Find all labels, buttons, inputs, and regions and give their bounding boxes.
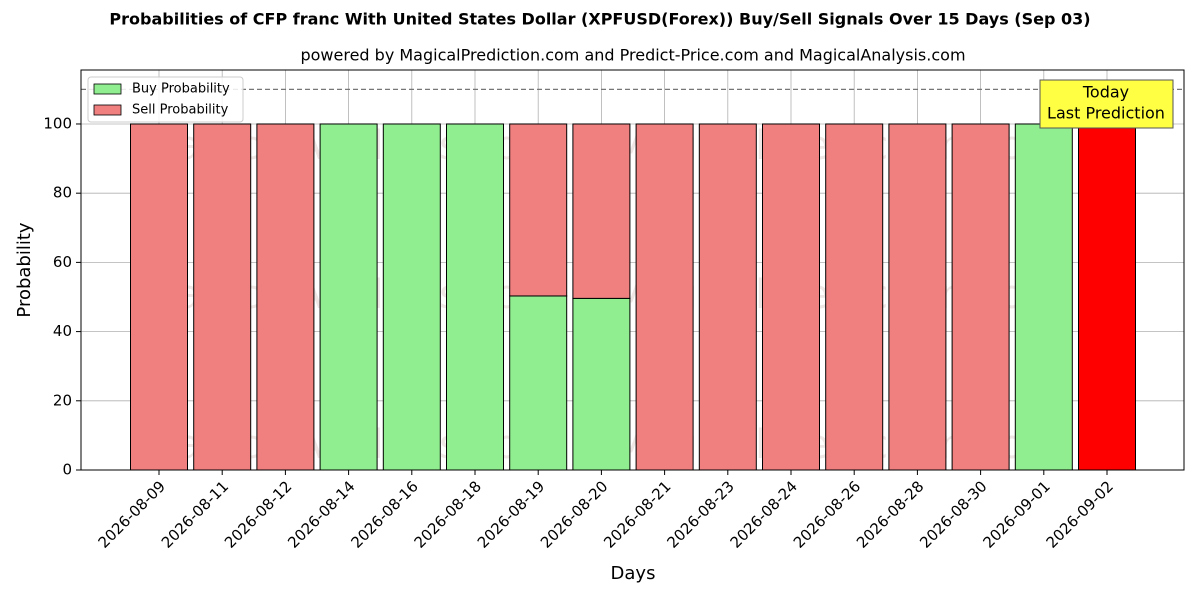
bar-segment [509,123,568,297]
y-axis-label: Probability [14,222,35,317]
legend-swatch [93,83,122,95]
bar-segment [951,123,1010,471]
bar-segment [762,123,820,471]
chart-title: Probabilities of CFP franc With United S… [109,10,1090,29]
legend-label: Sell Probability [132,103,229,118]
bar-segment [509,295,568,471]
annotation-text: Today [1082,83,1129,102]
y-tick-label: 100 [43,114,72,132]
bar-segment [193,123,252,471]
bar-segment [382,123,441,471]
bar-segment [319,123,378,471]
legend-box [87,76,244,123]
bar-segment [572,123,631,299]
y-tick-label: 80 [53,184,72,202]
bar-segment [888,123,947,471]
bar-segment [130,123,188,471]
y-tick-label: 40 [53,322,72,340]
annotation-text: Last Prediction [1047,104,1165,123]
bar-segment [1078,123,1136,471]
bar-segment [572,297,631,471]
legend-swatch [93,104,122,116]
legend-label: Buy Probability [132,82,230,97]
bar-segment [698,123,757,471]
annotation-box [1039,79,1174,129]
y-tick-label: 0 [62,461,72,479]
bar-segment [256,123,315,471]
y-tick-label: 60 [53,253,72,271]
plot-frame [80,69,1185,471]
bar-segment [1014,123,1073,471]
chart-subtitle: powered by MagicalPrediction.com and Pre… [300,46,965,65]
bar-segment [635,123,694,471]
x-axis-label: Days [611,563,656,584]
bar-segment [825,123,884,471]
bar-segment [446,123,504,471]
y-tick-label: 20 [53,391,72,409]
